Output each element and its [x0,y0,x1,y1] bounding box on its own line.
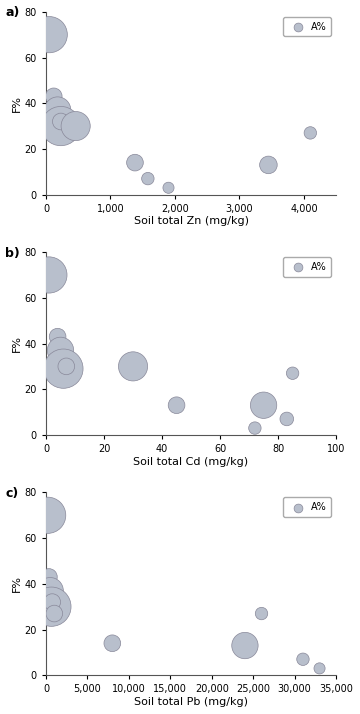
Point [46,571,52,583]
X-axis label: Soil total Pb (mg/kg): Soil total Pb (mg/kg) [134,697,248,707]
Point [132,157,138,169]
Point [307,127,313,139]
Point [55,104,60,116]
Point [51,608,57,619]
Point [317,663,323,674]
Point [145,173,151,184]
Point [73,121,78,132]
Point [58,121,64,132]
Point [60,363,66,374]
Point [47,585,53,596]
Point [46,269,52,281]
Y-axis label: F%: F% [12,575,22,593]
Point [51,91,57,102]
Point [242,640,248,651]
Y-axis label: F%: F% [12,335,22,352]
Point [58,116,64,127]
Point [258,608,264,619]
Point [130,361,136,372]
Point [55,331,60,343]
Text: b): b) [5,246,20,260]
Point [284,413,290,425]
Point [174,400,179,411]
Point [266,159,271,171]
Point [290,368,296,379]
Point [58,345,63,356]
Point [252,423,258,434]
Y-axis label: F%: F% [12,95,22,111]
Text: a): a) [5,6,20,19]
Point [45,510,50,521]
X-axis label: Soil total Zn (mg/kg): Soil total Zn (mg/kg) [134,216,248,226]
Point [300,653,306,665]
X-axis label: Soil total Cd (mg/kg): Soil total Cd (mg/kg) [134,457,249,467]
Text: c): c) [5,487,19,500]
Point [109,638,115,649]
Point [46,29,52,41]
Legend: A%: A% [283,497,331,517]
Point [166,182,171,193]
Legend: A%: A% [283,16,331,36]
Point [49,596,55,608]
Legend: A%: A% [283,257,331,277]
Point [261,400,266,411]
Point [63,361,69,372]
Point [49,601,54,613]
